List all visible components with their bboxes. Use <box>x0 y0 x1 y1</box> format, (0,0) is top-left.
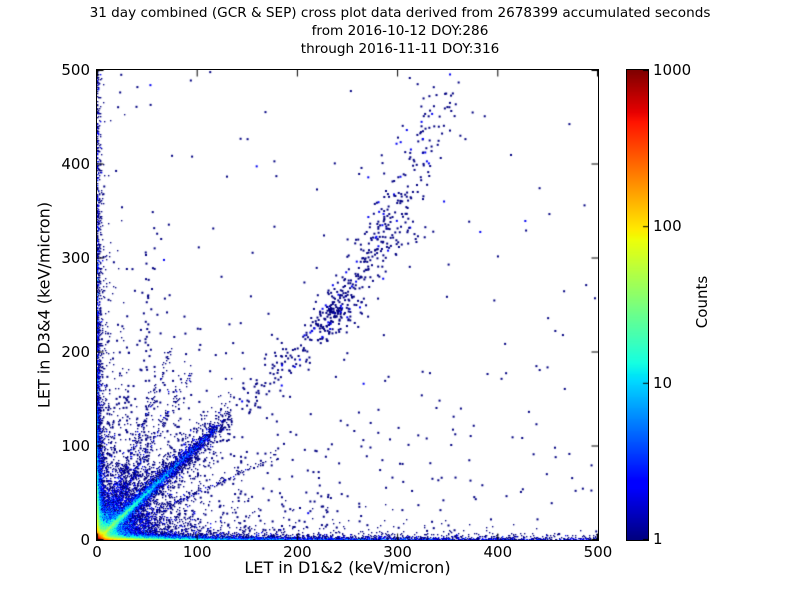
x-tick-label: 200 <box>283 543 312 561</box>
y-tick-label: 100 <box>61 437 90 455</box>
colorbar-label: Counts <box>693 275 711 329</box>
plot-title-line-1: 31 day combined (GCR & SEP) cross plot d… <box>89 5 711 21</box>
plot-title-line-3: through 2016-11-11 DOY:316 <box>300 41 500 57</box>
y-tick-label: 300 <box>61 249 90 267</box>
cross-plot-canvas <box>97 70 598 540</box>
colorbar-gradient-canvas <box>627 70 648 540</box>
y-tick-label: 0 <box>80 531 90 549</box>
colorbar-tick-label: 10 <box>653 373 673 392</box>
y-tick-label: 400 <box>61 155 90 173</box>
colorbar-tick-label: 100 <box>653 217 682 236</box>
x-tick-label: 0 <box>92 543 102 561</box>
plot-title-line-2: from 2016-10-12 DOY:286 <box>311 23 489 39</box>
colorbar-tick-label: 1 <box>653 530 663 548</box>
y-tick-label: 200 <box>61 343 90 361</box>
x-tick-label: 400 <box>483 543 513 561</box>
colorbar-tick-label: 1000 <box>653 61 692 79</box>
y-tick-label: 500 <box>61 61 90 79</box>
x-axis-label: LET in D1&2 (keV/micron) <box>244 558 451 577</box>
x-tick-label: 100 <box>182 543 212 561</box>
y-axis-label: LET in D3&4 (keV/micron) <box>34 201 54 409</box>
x-tick-label: 300 <box>383 543 412 561</box>
x-tick-label: 500 <box>583 543 613 561</box>
plot-area <box>96 69 599 541</box>
colorbar <box>626 69 649 541</box>
